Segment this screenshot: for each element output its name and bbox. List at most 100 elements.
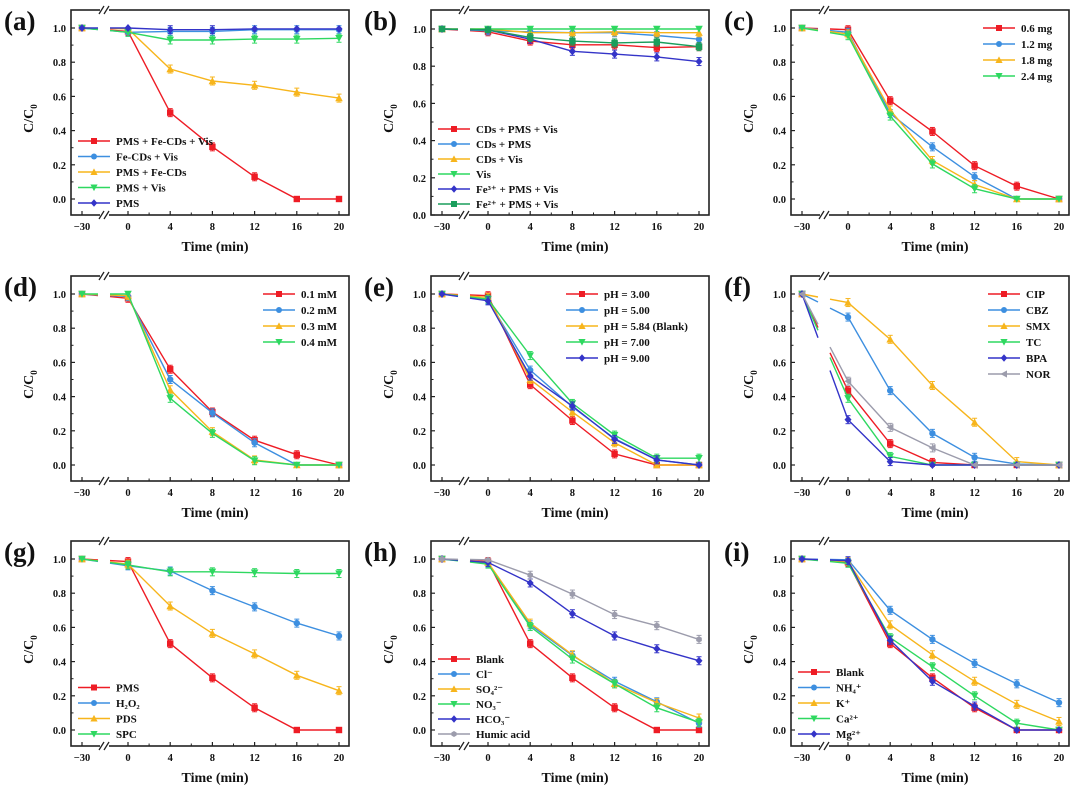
marker-circle [579, 307, 585, 313]
legend-label: pH = 7.00 [604, 337, 650, 349]
x-tick-label: 8 [930, 753, 935, 764]
series-1 [798, 290, 1063, 469]
marker-diamond [1055, 726, 1063, 734]
legend-label: SPC [116, 729, 137, 741]
y-tick-label: 0.2 [773, 161, 786, 172]
legend-label: pH = 5.00 [604, 305, 650, 317]
legend-label: 2.4 mg [1021, 71, 1053, 83]
chart-panel-g: (g) 0.0 0.2 0.4 0.6 0.8 1.0 −30 0 4 8 12 16 20 Time (m… [4, 536, 350, 786]
marker-square [579, 291, 585, 297]
marker-diamond [886, 636, 894, 645]
marker-square [251, 173, 258, 180]
x-tick-label: 16 [1012, 222, 1023, 233]
marker-triangle-down [1055, 195, 1063, 203]
x-tick-label: −30 [434, 753, 450, 764]
axis-break-mark [818, 271, 825, 281]
axis-break-gap [820, 537, 829, 545]
x-tick-label: −30 [434, 222, 450, 233]
marker-square [167, 109, 174, 116]
marker-hexagon [696, 636, 702, 643]
y-tick-label: 0.0 [773, 726, 786, 737]
marker-square [929, 128, 936, 135]
axis-break-mark [823, 271, 830, 281]
panel-label: (b) [364, 6, 397, 36]
y-tick-label: 0.4 [413, 658, 427, 669]
x-tick-label: 8 [210, 488, 215, 499]
marker-triangle [970, 418, 979, 426]
x-tick-label: −30 [794, 222, 810, 233]
legend: CDs + PMS + Vis CDs + PMS CDs + Vis Vis Fe³⁺… [438, 124, 559, 211]
axis-break-gap [460, 477, 469, 485]
marker-diamond [568, 47, 576, 56]
marker-triangle-down [610, 25, 619, 33]
series-5 [438, 25, 703, 52]
marker-triangle [568, 408, 577, 416]
y-tick-label: 0.2 [53, 427, 66, 438]
y-tick-label: 0.4 [413, 137, 427, 148]
series-line [801, 293, 1059, 466]
marker-triangle [970, 677, 979, 685]
x-tick-label: 12 [249, 753, 260, 764]
legend: PMS + Fe-CDs + Vis Fe-CDs + Vis PMS + Fe-C… [78, 136, 214, 210]
marker-circle [451, 671, 457, 677]
marker-triangle-down [293, 461, 301, 469]
x-tick-label: 8 [570, 488, 575, 499]
y-tick-label: 0.0 [413, 726, 426, 737]
marker-triangle-left [1055, 461, 1063, 469]
marker-circle [971, 454, 978, 461]
marker-square [293, 195, 300, 203]
series-2 [438, 290, 703, 469]
marker-triangle-down [166, 36, 174, 44]
y-tick-label: 0.6 [413, 358, 426, 369]
series-0 [798, 290, 1063, 469]
marker-circle [293, 619, 300, 627]
legend-label: pH = 3.00 [604, 289, 650, 301]
marker-circle [1055, 699, 1063, 706]
marker-triangle-down [695, 25, 703, 33]
marker-square [527, 381, 534, 388]
marker-triangle-down [293, 35, 301, 43]
marker-square [484, 26, 492, 34]
marker-square [451, 126, 457, 132]
axis-break-mark [98, 741, 105, 751]
series-line [801, 293, 1060, 466]
marker-square [209, 674, 216, 682]
marker-square [251, 704, 258, 711]
legend-item: Ca²⁺ [798, 714, 859, 726]
legend-label: NH₄⁺ [836, 683, 862, 695]
x-tick-label: −30 [794, 488, 810, 499]
axis-break-mark [98, 210, 105, 220]
legend-item: Vis [438, 169, 492, 181]
x-tick-label: −30 [434, 488, 450, 499]
legend-label: CDs + Vis [476, 154, 523, 166]
legend-item: pH = 9.00 [566, 353, 650, 365]
plot-frame [430, 9, 710, 216]
marker-triangle-down [250, 457, 259, 465]
x-tick-label: 4 [888, 753, 894, 764]
chart-panel-e: (e) 0.0 0.2 0.4 0.6 0.8 1.0 −30 0 4 8 12 16 20 Time (m… [364, 271, 710, 521]
marker-triangle-down [335, 461, 343, 469]
legend-item: PMS + Vis [78, 183, 166, 195]
legend-label: 0.6 mg [1021, 23, 1053, 35]
x-tick-label: 0 [485, 488, 490, 499]
y-tick-label: 0.6 [413, 99, 426, 110]
marker-circle [251, 603, 258, 611]
plot-frame [790, 275, 1070, 482]
legend-item: Fe²⁺ + PMS + Vis [438, 199, 559, 211]
legend-label: Cl⁻ [476, 669, 493, 681]
x-tick-label: 0 [845, 753, 850, 764]
marker-triangle-down [886, 453, 894, 461]
marker-square [844, 387, 852, 394]
plot-frame [70, 540, 350, 747]
marker-triangle-down [568, 655, 577, 663]
marker-triangle [293, 88, 301, 96]
legend-label: CDs + PMS + Vis [476, 124, 558, 136]
marker-diamond [653, 52, 661, 61]
marker-circle [91, 700, 97, 706]
marker-diamond [208, 25, 216, 34]
series-line [801, 293, 1059, 466]
series-line [801, 293, 1059, 466]
axis-break-gap [820, 6, 829, 14]
legend-label: PMS + Fe-CDs + Vis [116, 136, 214, 148]
legend-label: 1.2 mg [1021, 39, 1053, 51]
